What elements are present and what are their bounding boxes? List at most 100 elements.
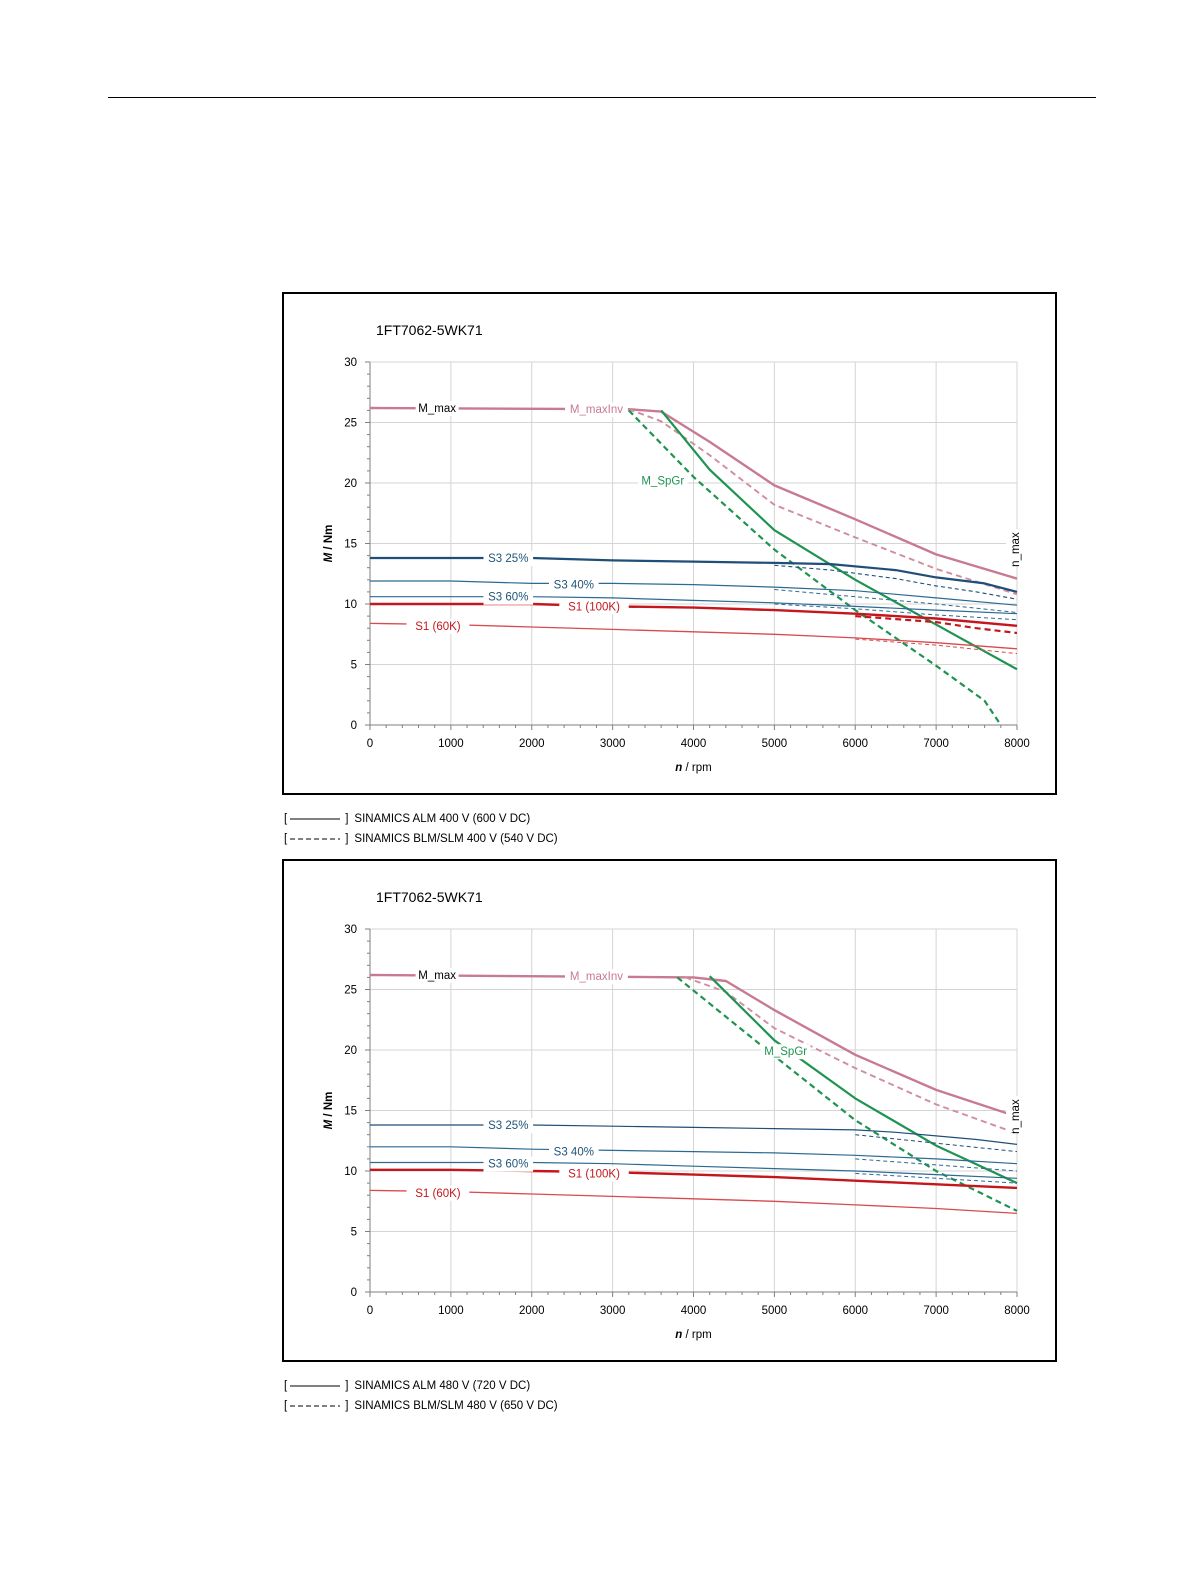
curve-label-m-maxinv: M_maxInv [565,402,628,418]
x-tick-label: 7000 [923,1305,949,1317]
legend-line-swatch [290,1385,341,1387]
x-axis-label: n / rpm [675,762,711,774]
legend-line-swatch [290,818,341,820]
grid [369,361,1018,726]
curve-label-bg [483,1156,534,1172]
curve-label-bg [549,577,599,593]
curve-label-s3-40: S3 40% [549,577,599,593]
legend-text: SINAMICS ALM 480 V (720 V DC) [354,1380,531,1392]
x-tick-label: 5000 [762,738,788,750]
n-max-label-bg [1006,528,1024,565]
curve-label-bg [415,400,459,416]
n-max-label-text: n_max [1010,1099,1022,1134]
curve-label-bg [565,969,628,985]
curve-label-text: S1 (100K) [568,1168,620,1180]
y-tick-label: 15 [344,539,357,551]
y-tick-label: 5 [351,660,357,672]
curve-label-text: S1 (100K) [568,601,620,613]
x-tick-label: 0 [367,1305,373,1317]
series-line-s3-40-solid [370,1146,1018,1165]
y-axis-label: M / Nm [323,1092,335,1130]
curve-label-s3-25: S3 25% [483,551,534,567]
curve-label-m-spgr: M_SpGr [637,473,688,489]
y-tick-label: 0 [351,720,357,732]
series-line-s3-25-dashed [774,564,1018,600]
series-line-s1-100k-dashed [855,615,1018,635]
series-line-s3-60-solid [370,1161,1018,1179]
legend-row: [] SINAMICS BLM/SLM 400 V (540 V DC) [284,829,558,849]
curve-label-bg [483,551,534,567]
page-header-rule [108,97,1096,98]
chart-svg: 1FT7062-5WK71 0 5 10 15 20 25 30 0 1000 2000 3000 40… [323,322,1030,774]
curve-label-m-max: M_max [415,400,459,416]
legend-text: SINAMICS ALM 400 V (600 V DC) [354,813,531,825]
curve-label-s1-100k: S1 (100K) [559,599,629,615]
curve-label-text: S3 40% [554,1147,594,1159]
legend-bracket-open: [ [284,813,288,825]
series-line-s1-60k-solid [369,622,1018,650]
series-line-s1-60k-solid [369,1189,1018,1215]
torque-speed-chart-480v: 1FT7062-5WK71 0 5 10 15 20 25 30 0 1000 2000 3000 40… [282,859,1057,1362]
chart-title: 1FT7062-5WK71 [376,889,483,905]
curve-label-s1-100k: S1 (100K) [559,1166,629,1182]
curve-label-text: S3 40% [554,580,594,592]
series-line-s3-40-dashed [774,589,1018,613]
y-tick-label: 15 [344,1106,357,1118]
legend-bracket-close: ] [345,813,349,825]
curve-label-text: S3 60% [488,1159,528,1171]
legend-bracket-open: [ [284,833,288,845]
legend-bracket-open: [ [284,1400,288,1412]
x-tick-label: 3000 [600,738,626,750]
curve-label-text: M_SpGr [641,476,684,488]
y-tick-label: 25 [344,985,357,997]
curve-label-bg [406,618,470,634]
curve-label-text: M_max [418,403,456,415]
legend-row: [] SINAMICS ALM 400 V (600 V DC) [284,809,558,829]
series-line-m-max-dashed [628,408,1018,596]
legend-row: [] SINAMICS ALM 480 V (720 V DC) [284,1376,558,1396]
legend-line-swatch [290,838,341,840]
legend-row: [] SINAMICS BLM/SLM 480 V (650 V DC) [284,1396,558,1416]
x-tick-label: 4000 [681,738,707,750]
curve-label-bg [760,1044,811,1060]
curve-label-s3-25: S3 25% [483,1118,534,1134]
legend-bracket-close: ] [345,833,349,845]
series-line-s1-100k-solid [370,602,1018,627]
x-tick-label: 4000 [681,1305,707,1317]
n-max-label-bg [1006,1095,1024,1132]
curve-label-s3-60: S3 60% [483,1156,534,1172]
x-tick-label: 3000 [600,1305,626,1317]
series-line-s3-60-dashed [774,603,1018,621]
curve-label-s3-40: S3 40% [549,1144,599,1160]
legend-bracket-open: [ [284,1380,288,1392]
x-tick-label: 2000 [519,1305,545,1317]
y-tick-label: 5 [351,1227,357,1239]
curve-label-text: S1 (60K) [415,621,461,633]
curve-label-text: M_maxInv [570,404,623,416]
curve-label-text: S1 (60K) [415,1188,461,1200]
curve-label-text: S3 25% [488,553,528,565]
legend-bracket-close: ] [345,1400,349,1412]
x-tick-label: 8000 [1004,738,1030,750]
series-line-m-spgr-dashed [628,409,1002,726]
curve-label-bg [565,402,628,418]
series-line-s1-60k-dashed [855,638,1018,655]
n-max-label: n_max [1006,1095,1024,1134]
x-tick-label: 5000 [762,1305,788,1317]
x-tick-label: 0 [367,738,373,750]
series-line-s3-60-dashed [855,1172,1018,1184]
curve-label-bg [559,1166,629,1182]
legend-400v: [] SINAMICS ALM 400 V (600 V DC) [] SINAMIC… [284,809,558,849]
x-tick-label: 6000 [842,738,868,750]
curve-label-bg [415,967,459,983]
n-max-label-text: n_max [1010,532,1022,567]
n-max-label: n_max [1006,528,1024,567]
series-line-m-max-dashed [685,976,1018,1135]
x-tick-label: 2000 [519,738,545,750]
x-tick-label: 1000 [438,738,464,750]
series-line-m-spgr-solid [708,975,1018,1185]
x-tick-label: 6000 [842,1305,868,1317]
legend-line-swatch [290,1405,341,1407]
x-tick-label: 8000 [1004,1305,1030,1317]
y-tick-label: 30 [344,924,357,936]
